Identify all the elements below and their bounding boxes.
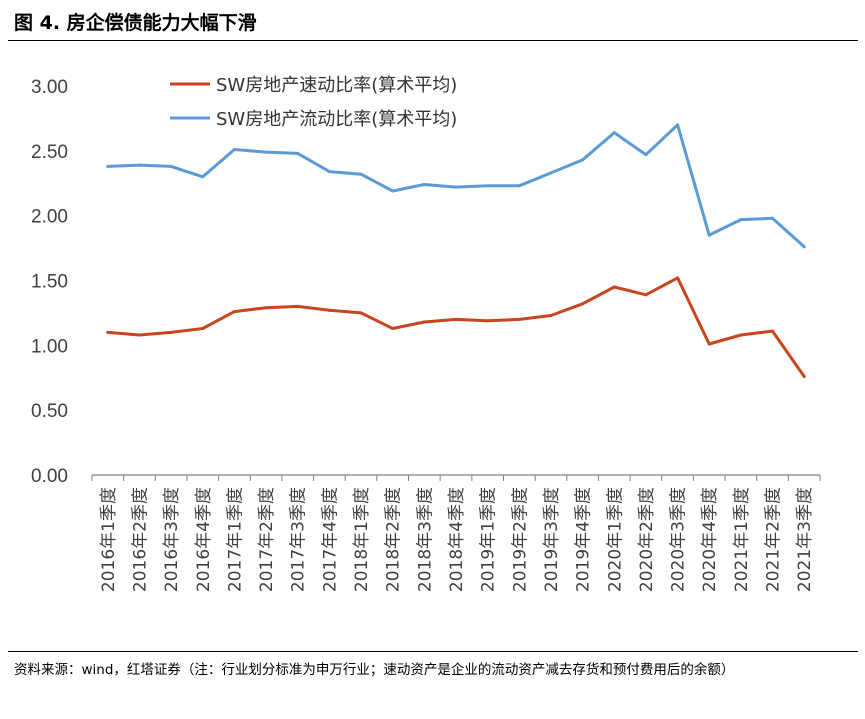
data-point <box>707 342 711 346</box>
data-point <box>169 164 173 168</box>
data-point <box>391 189 395 193</box>
title-rule <box>8 40 858 41</box>
data-point <box>581 158 585 162</box>
legend-label: SW房地产流动比率(算术平均) <box>216 109 457 130</box>
data-point <box>802 374 806 378</box>
data-point <box>486 184 490 188</box>
data-point <box>644 293 648 297</box>
x-tick-label: 2018年4季度 <box>447 487 467 592</box>
data-point <box>201 175 205 179</box>
x-tick-label: 2016年4季度 <box>194 487 214 592</box>
data-point <box>802 245 806 249</box>
x-tick-label: 2020年1季度 <box>605 487 625 592</box>
x-tick-label: 2017年1季度 <box>225 487 245 592</box>
data-point <box>517 317 521 321</box>
data-point <box>327 308 331 312</box>
data-point <box>106 164 110 168</box>
data-point <box>137 333 141 337</box>
x-tick-label: 2020年2季度 <box>637 487 657 592</box>
x-tick-label: 2019年4季度 <box>574 487 594 592</box>
data-point <box>549 171 553 175</box>
data-point <box>422 320 426 324</box>
data-point <box>517 184 521 188</box>
data-point <box>296 304 300 308</box>
x-tick-label: 2018年2季度 <box>384 487 404 592</box>
data-point <box>771 329 775 333</box>
y-tick-label: 2.00 <box>31 207 68 228</box>
data-point <box>644 153 648 157</box>
source-rule <box>8 651 858 652</box>
data-point <box>581 302 585 306</box>
data-point <box>169 330 173 334</box>
x-tick-label: 2019年1季度 <box>479 487 499 592</box>
x-tick-label: 2016年1季度 <box>99 487 119 592</box>
data-point <box>422 183 426 187</box>
data-point <box>771 216 775 220</box>
data-point <box>612 131 616 135</box>
data-point <box>549 314 553 318</box>
data-point <box>264 306 268 310</box>
x-tick-label: 2016年3季度 <box>162 487 182 592</box>
x-tick-label: 2018年1季度 <box>352 487 372 592</box>
y-tick-label: 1.00 <box>31 336 68 357</box>
y-tick-label: 0.00 <box>31 466 68 487</box>
y-tick-label: 1.50 <box>31 272 68 293</box>
data-point <box>327 170 331 174</box>
x-tick-label: 2019年2季度 <box>510 487 530 592</box>
data-point <box>739 218 743 222</box>
data-point <box>232 148 236 152</box>
data-point <box>739 333 743 337</box>
x-tick-label: 2018年3季度 <box>415 487 435 592</box>
data-point <box>232 310 236 314</box>
series-line-0 <box>106 276 806 378</box>
x-tick-label: 2017年2季度 <box>257 487 277 592</box>
data-point <box>707 233 711 237</box>
x-tick-label: 2021年3季度 <box>795 487 815 592</box>
y-tick-label: 3.00 <box>31 77 68 98</box>
y-axis: 0.00 0.50 1.00 1.50 2.00 2.50 3.00 <box>31 77 68 487</box>
data-point <box>264 150 268 154</box>
data-point <box>137 163 141 167</box>
data-point <box>486 319 490 323</box>
data-point <box>106 330 110 334</box>
data-point <box>296 151 300 155</box>
data-point <box>676 276 680 280</box>
legend-label: SW房地产速动比率(算术平均) <box>216 75 457 96</box>
data-point <box>391 326 395 330</box>
data-point <box>201 326 205 330</box>
data-point <box>612 285 616 289</box>
x-tick-label: 2021年1季度 <box>732 487 752 592</box>
data-point <box>454 317 458 321</box>
x-tick-label: 2020年3季度 <box>669 487 689 592</box>
legend: SW房地产速动比率(算术平均) SW房地产流动比率(算术平均) <box>170 75 457 130</box>
x-tick-label: 2019年3季度 <box>542 487 562 592</box>
line-chart: 0.000.501.001.502.002.503.00 2016年1季度 201… <box>31 75 821 592</box>
x-tick-label: 2021年2季度 <box>764 487 784 592</box>
figure-title: 图 4. 房企偿债能力大幅下滑 <box>14 12 257 34</box>
y-tick-label: 0.50 <box>31 401 68 422</box>
x-tick-label: 2016年2季度 <box>130 487 150 592</box>
data-point <box>454 185 458 189</box>
data-point <box>676 123 680 127</box>
x-axis: 2016年1季度 2016年2季度 2016年3季度 2016年4季度 2017年1季度… <box>91 474 821 592</box>
series-lines <box>106 123 806 378</box>
x-tick-label: 2017年4季度 <box>320 487 340 592</box>
data-point <box>359 311 363 315</box>
source-note: 资料来源：wind，红塔证券（注：行业划分标准为申万行业；速动资产是企业的流动资… <box>14 662 735 678</box>
y-tick-label: 2.50 <box>31 142 68 163</box>
x-tick-label: 2020年4季度 <box>700 487 720 592</box>
x-tick-label: 2017年3季度 <box>289 487 309 592</box>
data-point <box>359 172 363 176</box>
